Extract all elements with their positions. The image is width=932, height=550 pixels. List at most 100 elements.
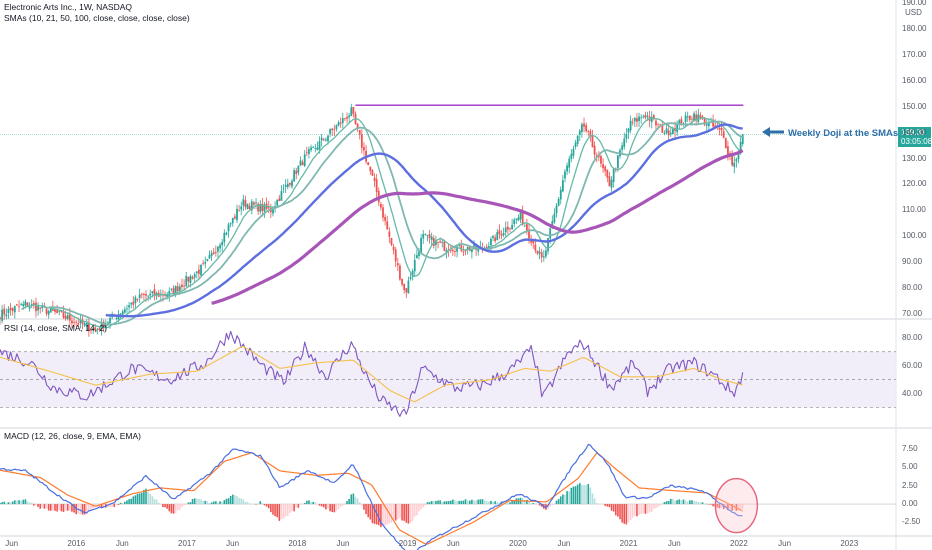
candle-body (56, 310, 59, 314)
candle-body (189, 275, 192, 284)
macd-histogram-bar (614, 504, 617, 516)
macd-histogram-bar (60, 504, 63, 512)
macd-histogram-bar (140, 492, 143, 505)
candle-body (223, 232, 226, 243)
candle-body (291, 180, 293, 187)
candle-body (297, 165, 300, 173)
macd-histogram-bar (625, 504, 628, 525)
candle-body (314, 148, 317, 149)
macd-histogram-bar (1, 502, 3, 505)
macd-histogram-bar (331, 504, 334, 513)
macd-histogram-bar (739, 504, 742, 510)
macd-histogram-bar (109, 504, 111, 507)
candle-body (104, 323, 107, 328)
candle-body (64, 316, 67, 319)
candle-body (418, 251, 420, 257)
candle-body (627, 128, 630, 133)
candle-body (193, 274, 196, 278)
candle-body (278, 198, 281, 201)
candle-body (83, 323, 86, 326)
candle-body (612, 168, 615, 182)
macd-histogram-bar (191, 499, 194, 505)
macd-histogram-bar (574, 486, 577, 505)
candle-body (642, 116, 645, 118)
candle-body (509, 228, 511, 229)
candle-body (77, 323, 80, 325)
candle-body (435, 240, 437, 245)
macd-histogram-bar (604, 504, 606, 506)
candle-body (318, 141, 321, 150)
candle-body (248, 205, 251, 210)
macd-histogram-bar (642, 504, 645, 514)
macd-histogram-bar (553, 503, 556, 505)
candle-body (20, 304, 23, 306)
candle-body (261, 203, 264, 212)
macd-histogram-bar (631, 504, 634, 518)
candle-body (316, 147, 319, 151)
macd-histogram-bar (318, 504, 321, 506)
macd-histogram-bar (682, 499, 685, 505)
candle-body (206, 258, 209, 261)
candle-body (367, 162, 370, 165)
macd-histogram-bar (90, 504, 92, 511)
candle-body (451, 250, 454, 252)
candle-body (390, 237, 393, 245)
candle-body (30, 303, 33, 306)
candle-body (312, 147, 315, 148)
macd-histogram-bar (494, 501, 496, 505)
macd-histogram-bar (310, 502, 312, 505)
candle-body (181, 284, 183, 287)
candle-body (504, 227, 507, 233)
macd-histogram-bar (314, 502, 317, 505)
candle-body (109, 317, 111, 324)
macd-histogram-bar (695, 501, 697, 505)
candle-body (515, 218, 518, 220)
macd-histogram-bar (530, 503, 532, 505)
candle-body (303, 154, 306, 166)
candle-body (96, 329, 99, 331)
candle-body (3, 308, 6, 315)
candle-body (301, 162, 304, 166)
candle-body (87, 322, 90, 332)
candle-body (712, 119, 715, 127)
macd-histogram-bar (30, 502, 33, 505)
macd-axis-tick: 2.50 (902, 480, 918, 490)
candle-body (519, 211, 522, 220)
candle-body (39, 307, 42, 309)
macd-histogram-bar (710, 504, 712, 505)
macd-histogram-bar (701, 502, 704, 505)
candle-body (333, 129, 336, 131)
macd-histogram-bar (157, 502, 160, 505)
sma-100-line (211, 149, 744, 305)
macd-histogram-bar (464, 499, 467, 505)
macd-histogram-bar (623, 504, 626, 524)
macd-histogram-bar (678, 499, 681, 505)
macd-histogram-bar (20, 500, 22, 505)
macd-histogram-bar (435, 500, 437, 505)
macd-histogram-bar (134, 495, 137, 505)
candle-body (621, 145, 624, 150)
candle-body (688, 115, 691, 120)
candle-body (424, 234, 427, 235)
macd-histogram-bar (348, 498, 350, 505)
macd-histogram-bar (507, 502, 509, 505)
candle-body (441, 241, 444, 243)
candle-body (606, 169, 609, 178)
time-axis-tick: 2023 (840, 539, 859, 548)
macd-histogram-bar (37, 504, 39, 507)
candle-body (18, 306, 20, 308)
macd-histogram-bar (83, 504, 86, 515)
candle-body (449, 249, 452, 251)
candle-body (289, 182, 291, 185)
candle-body (16, 304, 18, 306)
candle-body (24, 301, 27, 306)
macd-histogram-bar (113, 504, 116, 508)
candle-body (322, 139, 325, 141)
macd-histogram-bar (591, 493, 594, 505)
macd-histogram-bar (502, 501, 505, 505)
macd-histogram-bar (399, 504, 401, 519)
macd-histogram-bar (589, 487, 592, 505)
candle-body (320, 137, 323, 141)
candle-body (396, 263, 399, 266)
